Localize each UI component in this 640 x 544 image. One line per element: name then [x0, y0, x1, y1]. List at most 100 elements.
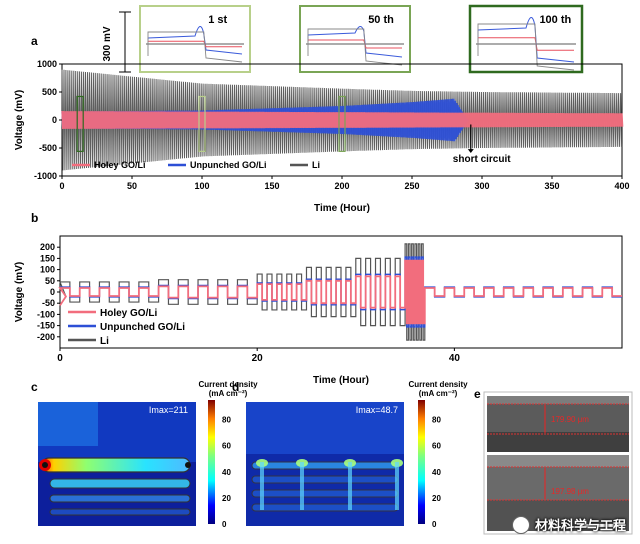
ytick-label-b: 100 — [40, 265, 55, 275]
plot-area-a — [61, 69, 624, 171]
wechat-icon — [511, 515, 530, 534]
inset-marker — [76, 95, 84, 152]
ticks-a: 0 50 100 150 200 250 300 350 400 -1000 -500 0 500 100… — [14, 59, 630, 214]
pore-d — [348, 462, 352, 510]
channel-c-1 — [41, 457, 191, 473]
panel-c: c Imax=211 Current density(mA cm⁻²) 0 20 40… — [31, 380, 258, 529]
xlabel-a: Time (Hour) — [314, 203, 370, 214]
channel-d — [251, 461, 399, 470]
short-circuit-label: short circuit — [453, 154, 511, 165]
colorbar-tick: 0 — [432, 520, 437, 529]
thickness-top: 179.90 μm — [551, 415, 589, 424]
panel-label-b: b — [31, 211, 38, 225]
colorbar-tick: 40 — [222, 468, 231, 477]
channel-c-3 — [49, 494, 191, 503]
legend-b: Holey GO/Li Unpunched GO/Li Li — [68, 308, 185, 347]
legend-a-label: Holey GO/Li — [94, 160, 146, 170]
ytick-label-b: 150 — [40, 253, 55, 263]
sem-scale-bar — [580, 524, 618, 527]
xtick-label-a: 100 — [194, 181, 209, 191]
panel-d: d Imax=48.7 Current density(mA cm⁻²) 0 20 4… — [232, 380, 468, 529]
series-a-holey-go-li — [61, 110, 624, 130]
panel-label-e: e — [474, 387, 481, 401]
colorbar-tick: 80 — [222, 416, 231, 425]
ytick-label-b: -150 — [37, 321, 55, 331]
pore-d — [395, 462, 399, 510]
series-b-holey — [58, 259, 622, 325]
colorbar-title: Current density — [198, 380, 258, 389]
ylabel-b: Voltage (mV) — [14, 262, 25, 322]
inset-3: 100 th — [468, 4, 584, 74]
inset-frame — [299, 5, 411, 73]
ytick-label-b: -200 — [37, 332, 55, 342]
panel-a: a 300 mV 1 st 50 th 100 th 0 50 100 150 200 250… — [14, 4, 630, 214]
panel-label-d: d — [232, 380, 239, 394]
inset-curve-li — [477, 23, 575, 71]
inset-frame — [139, 5, 251, 73]
imax-d: Imax=48.7 — [356, 405, 398, 415]
legend-a-label: Li — [312, 160, 320, 170]
xtick-label-a: 400 — [614, 181, 629, 191]
channel-d — [251, 489, 399, 498]
ytick-label-a: -1000 — [34, 171, 57, 181]
thickness-bottom: 197.98 μm — [551, 487, 589, 496]
legend-b-label: Li — [100, 336, 109, 347]
legend-b-label: Holey GO/Li — [100, 308, 157, 319]
inset-label: 1 st — [208, 14, 227, 26]
colorbar-unit: (mA cm⁻²) — [419, 389, 458, 398]
xtick-label-b: 40 — [449, 353, 461, 364]
xtick-label-a: 200 — [334, 181, 349, 191]
ytick-label-b: 200 — [40, 242, 55, 252]
channel-d — [251, 475, 399, 484]
ytick-label-a: 500 — [42, 87, 57, 97]
ytick-label-b: -50 — [42, 298, 55, 308]
xtick-label-a: 300 — [474, 181, 489, 191]
channels-d — [251, 459, 403, 512]
xlabel-b: Time (Hour) — [313, 375, 369, 386]
colorbar-tick: 60 — [432, 442, 441, 451]
watermark-text: 材料科学与工程 — [534, 519, 626, 534]
channel-c-4 — [49, 508, 191, 516]
colorbar-gradient — [418, 400, 425, 524]
legend-a: Holey GO/Li Unpunched GO/Li Li — [72, 160, 320, 170]
channel-d — [251, 503, 399, 512]
xtick-label-b: 20 — [252, 353, 264, 364]
ytick-label-a: 0 — [52, 115, 57, 125]
ytick-label-b: 50 — [45, 276, 55, 286]
ytick-label-a: -500 — [39, 143, 57, 153]
colorbar-unit: (mA cm⁻²) — [209, 389, 248, 398]
panel-label-a: a — [31, 34, 38, 48]
colorbar-tick: 60 — [222, 442, 231, 451]
inset-2: 50 th — [299, 5, 411, 73]
ylabel-a: Voltage (mV) — [14, 90, 25, 150]
xtick-label-a: 150 — [264, 181, 279, 191]
inset-curve-li — [307, 28, 403, 66]
colorbar-tick: 0 — [222, 520, 227, 529]
channel-c-2 — [49, 478, 191, 489]
colorbar-c: Current density(mA cm⁻²) 0 20 40 60 80 — [198, 380, 258, 529]
colorbar-tick: 20 — [222, 494, 231, 503]
inset-curve-li — [147, 31, 243, 63]
inset-marker — [198, 95, 206, 152]
watermark: 材料科学与工程 — [511, 515, 626, 534]
ytick-label-b: -100 — [37, 309, 55, 319]
xtick-label-a: 50 — [127, 181, 137, 191]
panel-e: e 179.90 μm 197.98 μm — [474, 387, 633, 535]
panel-label-c: c — [31, 380, 38, 394]
colorbar-title: Current density — [408, 380, 468, 389]
xtick-label-a: 350 — [544, 181, 559, 191]
pore-d — [260, 462, 264, 510]
colorbar-tick: 80 — [432, 416, 441, 425]
xtick-label-b: 0 — [57, 353, 63, 364]
short-circuit-arrowhead — [467, 149, 474, 154]
colorbar-tick: 40 — [432, 468, 441, 477]
colorbar-tick: 20 — [432, 494, 441, 503]
pore-d — [300, 462, 304, 510]
colorbar-d: Current density(mA cm⁻²) 0 20 40 60 80 — [408, 380, 468, 529]
imax-c: Imax=211 — [149, 405, 188, 415]
inset-label: 50 th — [368, 14, 394, 26]
xtick-label-a: 0 — [59, 181, 64, 191]
